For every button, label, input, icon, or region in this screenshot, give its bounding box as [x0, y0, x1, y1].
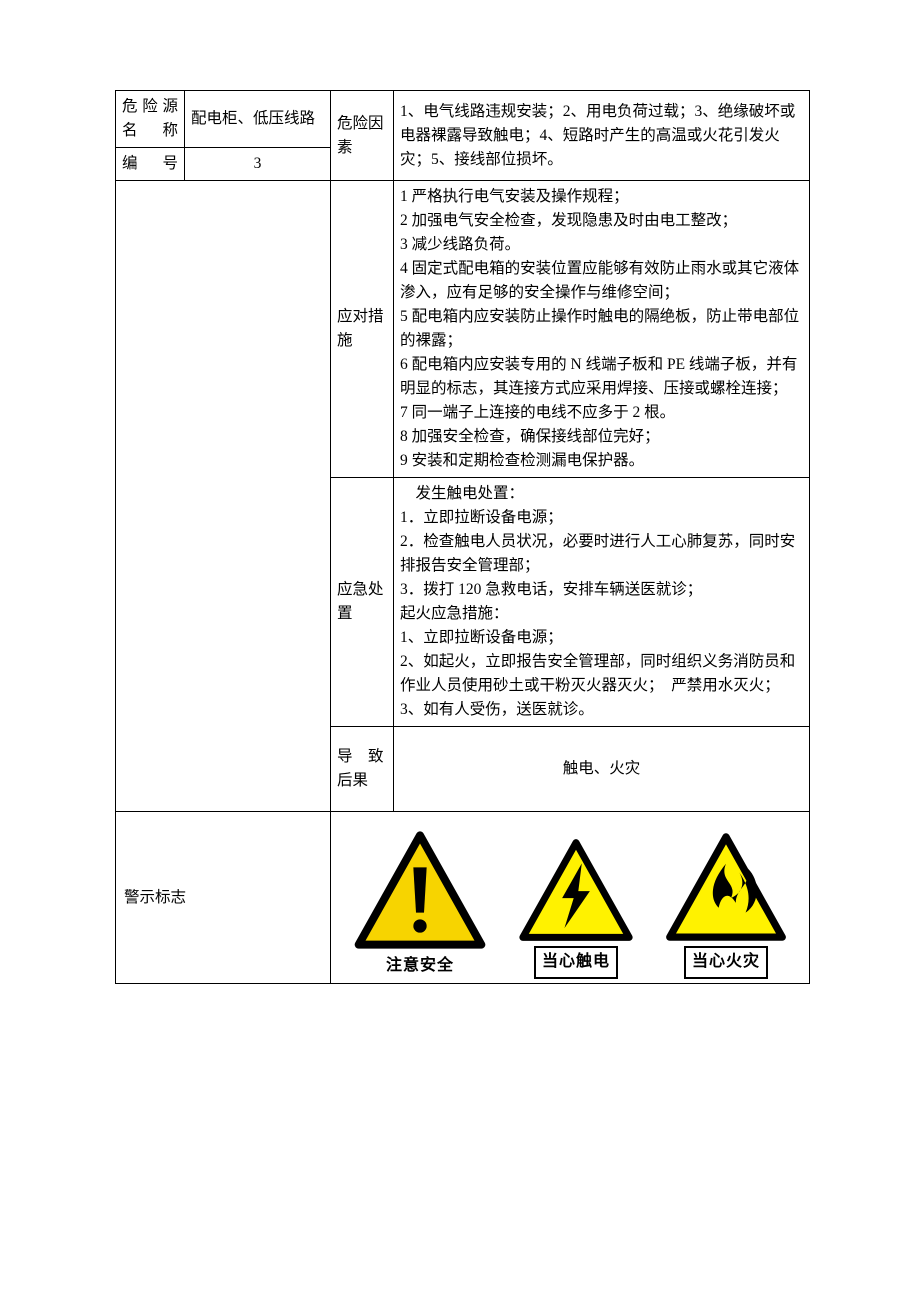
value-number: 3 — [185, 148, 331, 181]
label-risk-factors: 危险因素 — [331, 91, 394, 181]
value-consequence: 触电、火灾 — [394, 727, 810, 812]
warning-signs-cell: 注意安全 当心触电 当心火灾 — [331, 812, 810, 984]
hazard-table: 危险源名 称 配电柜、低压线路 危险因素 1、电气线路违规安装；2、用电负荷过载… — [115, 90, 810, 984]
value-emergency: 发生触电处置： 1．立即拉断设备电源； 2．检查触电人员状况，必要时进行人工心肺… — [394, 478, 810, 727]
value-measures: 1 严格执行电气安装及操作规程； 2 加强电气安全检查，发现隐患及时由电工整改；… — [394, 181, 810, 478]
label-warning: 警示标志 — [116, 812, 331, 984]
label-emergency: 应急处置 — [331, 478, 394, 727]
label-consequence: 导 致后果 — [331, 727, 394, 812]
sign-caption: 当心触电 — [534, 946, 618, 979]
value-risk-factors: 1、电气线路违规安装；2、用电负荷过载；3、绝缘破坏或电器裸露导致触电；4、短路… — [394, 91, 810, 181]
label-measures: 应对措施 — [331, 181, 394, 478]
warning-sign-fire: 当心火灾 — [662, 832, 790, 979]
warning-sign-bolt: 当心触电 — [516, 838, 636, 979]
value-source-name: 配电柜、低压线路 — [185, 91, 331, 148]
warning-sign-exclamation: 注意安全 — [350, 830, 490, 979]
label-source-name: 危险源名 称 — [116, 91, 185, 148]
sign-caption: 当心火灾 — [684, 946, 768, 979]
sign-caption: 注意安全 — [350, 954, 490, 979]
blank-left — [116, 181, 331, 812]
label-number: 编号 — [116, 148, 185, 181]
